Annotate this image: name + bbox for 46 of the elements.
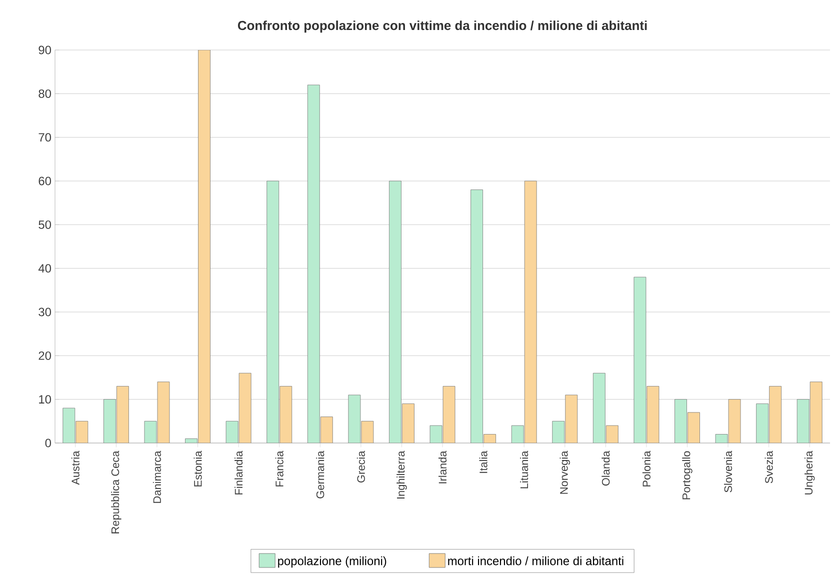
x-tick-label: Svezia (764, 450, 773, 484)
x-tick-label: Lituania (520, 450, 528, 488)
x-tick-label: Olanda (602, 450, 610, 486)
y-tick-label: 20 (38, 351, 52, 360)
bar (634, 276, 646, 443)
bar (674, 399, 687, 443)
y-tick-label: 0 (45, 438, 52, 448)
bar (266, 180, 280, 443)
legend-label: morti incendio / milione di abitanti (448, 556, 624, 566)
x-tick-label: Austria (71, 450, 80, 485)
x-tick-label: Polonia (642, 450, 650, 486)
x-tick-label: Inghilterra (396, 450, 407, 498)
x-tick-label: Danimarca (152, 450, 161, 503)
x-tick-label: Irlanda (438, 450, 447, 484)
x-tick-label: Italia (479, 450, 488, 473)
y-tick-label: 10 (39, 395, 52, 404)
chart-title: Confronto popolazione con vittime da incendio / milione di abitanti (238, 20, 647, 33)
y-tick-label: 80 (38, 89, 52, 98)
x-tick-label: Germania (316, 450, 324, 498)
y-tick-label: 90 (38, 46, 52, 54)
x-tick-label: Francia (275, 450, 284, 486)
bar (756, 404, 769, 443)
bar (348, 394, 361, 443)
legend-label: popolazione (milioni) (278, 556, 386, 568)
x-tick-label: Grecia (356, 450, 365, 483)
x-tick-label: Norvegia (560, 450, 570, 494)
bar (592, 372, 606, 443)
bar (470, 190, 483, 443)
bar (552, 420, 565, 443)
y-tick-label: 40 (38, 264, 52, 273)
x-tick-label: Slovenia (724, 450, 732, 492)
x-tick-label: Estonia (194, 450, 202, 486)
x-tick-label: Repubblica Ceca (111, 450, 122, 534)
x-tick-label: Portogallo (682, 451, 692, 500)
y-tick-label: 60 (38, 176, 52, 186)
bar (103, 399, 116, 443)
y-tick-label: 50 (38, 220, 52, 229)
y-tick-label: 30 (38, 308, 52, 316)
x-tick-label: Ungheria (804, 450, 815, 494)
bar (62, 408, 76, 443)
x-tick-label: Finlandia (234, 450, 243, 494)
y-tick-label: 70 (38, 133, 52, 142)
bar (307, 84, 320, 443)
bar (511, 425, 524, 443)
bar (796, 399, 810, 443)
bar (389, 180, 402, 443)
